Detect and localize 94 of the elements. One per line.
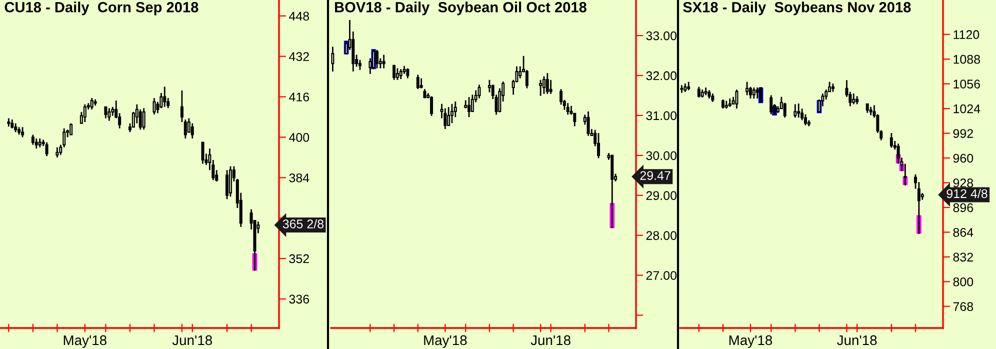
x-tick-label: Jun'18 [837, 335, 877, 346]
candlestick [794, 104, 797, 118]
x-tick-label: May'18 [64, 335, 106, 348]
candlestick [104, 106, 108, 119]
candlestick [406, 68, 410, 79]
y-tick-label: 336 [289, 294, 310, 304]
candlestick [852, 92, 856, 105]
candlestick [70, 122, 73, 136]
y-tick-label: 1088 [954, 54, 980, 64]
annotation: 365 2/8 [282, 219, 324, 228]
y-tick-label: 30.00 [646, 151, 677, 160]
candlestick [90, 97, 94, 110]
candlestick [399, 68, 402, 80]
candlestick [416, 74, 420, 90]
candlestick [721, 98, 724, 110]
candlestick [549, 79, 552, 95]
y-tick-label: 352 [289, 254, 309, 264]
x-tick-label: Jun'18 [172, 335, 212, 346]
candlestick [488, 79, 491, 93]
candlestick [83, 104, 86, 123]
y-tick-label: 448 [289, 12, 310, 21]
candlestick [566, 102, 570, 116]
candlestick [770, 94, 773, 115]
y-tick-label: 1120 [954, 30, 980, 40]
candlestick [597, 132, 600, 159]
chart-title: BOV18 - Daily Soybean Oil Oct 2018 [335, 2, 586, 16]
candlestick [866, 102, 869, 114]
candlestick [108, 107, 111, 122]
candlestick [735, 88, 738, 110]
candlestick [56, 146, 59, 158]
y-tick-label: 32.00 [646, 71, 677, 80]
candlestick [226, 169, 229, 200]
candlestick [376, 49, 378, 70]
y-tick-label: 1024 [954, 104, 980, 114]
chart-title: SX18 - Daily Soybeans Nov 2018 [683, 2, 911, 16]
candlestick [45, 142, 48, 157]
y-tick-label: 29.00 [646, 191, 677, 200]
candlestick [142, 107, 146, 130]
y-tick-label: 992 [953, 129, 973, 138]
candlestick [748, 86, 752, 100]
chart-title: CU18 - Daily Corn Sep 2018 [4, 2, 198, 16]
candlestick [138, 108, 142, 130]
y-tick-label: 384 [289, 173, 310, 182]
x-tick-label: May'18 [424, 335, 467, 348]
y-tick-label: 832 [953, 252, 973, 262]
candlestick [34, 138, 38, 150]
candlestick [21, 126, 24, 138]
y-tick-label: 896 [953, 203, 974, 212]
candlestick [478, 84, 481, 99]
candlestick [752, 86, 756, 100]
candlestick [756, 86, 759, 100]
candlestick [382, 54, 386, 70]
candlestick [331, 46, 334, 72]
candlestick [423, 88, 426, 99]
x-tick-label: Jun'18 [530, 335, 570, 346]
candlestick [546, 72, 549, 95]
x-tick-label: May'18 [729, 335, 772, 348]
y-tick-label: 800 [953, 277, 974, 286]
candlestick [890, 132, 893, 148]
y-tick-label: 768 [953, 302, 974, 312]
y-tick-label: 31.00 [646, 111, 677, 120]
candlestick [797, 102, 800, 118]
annotation: 29.47 [640, 171, 670, 180]
candlestick [430, 96, 434, 117]
candlestick [420, 78, 423, 89]
candlestick [31, 134, 34, 146]
candlestick [392, 64, 396, 81]
candlestick [444, 108, 447, 130]
candlestick [152, 97, 156, 116]
candlestick [228, 166, 232, 198]
candlestick [746, 81, 749, 96]
candlestick [450, 103, 454, 124]
candlestick [190, 122, 194, 140]
y-tick-label: 960 [953, 154, 974, 163]
y-tick-label: 928 [953, 178, 974, 188]
candlestick [163, 86, 166, 108]
candlestick [468, 96, 471, 118]
y-tick-label: 1056 [954, 80, 980, 88]
y-tick-label: 27.00 [646, 271, 677, 280]
y-tick-label: 432 [289, 52, 309, 62]
candlestick [586, 110, 590, 137]
candlestick [697, 86, 700, 98]
y-tick-label: 33.00 [646, 31, 677, 40]
y-tick-label: 400 [289, 133, 310, 142]
candlestick [201, 142, 204, 164]
candlestick [447, 106, 450, 127]
y-tick-label: 28.00 [646, 231, 677, 240]
candlestick [396, 68, 399, 81]
candlestick [542, 76, 546, 95]
y-tick-label: 864 [953, 228, 974, 237]
y-tick-label: 416 [289, 92, 310, 102]
candlestick [539, 79, 542, 97]
annotation: 912 4/8 [946, 188, 988, 198]
candlestick [783, 102, 786, 118]
